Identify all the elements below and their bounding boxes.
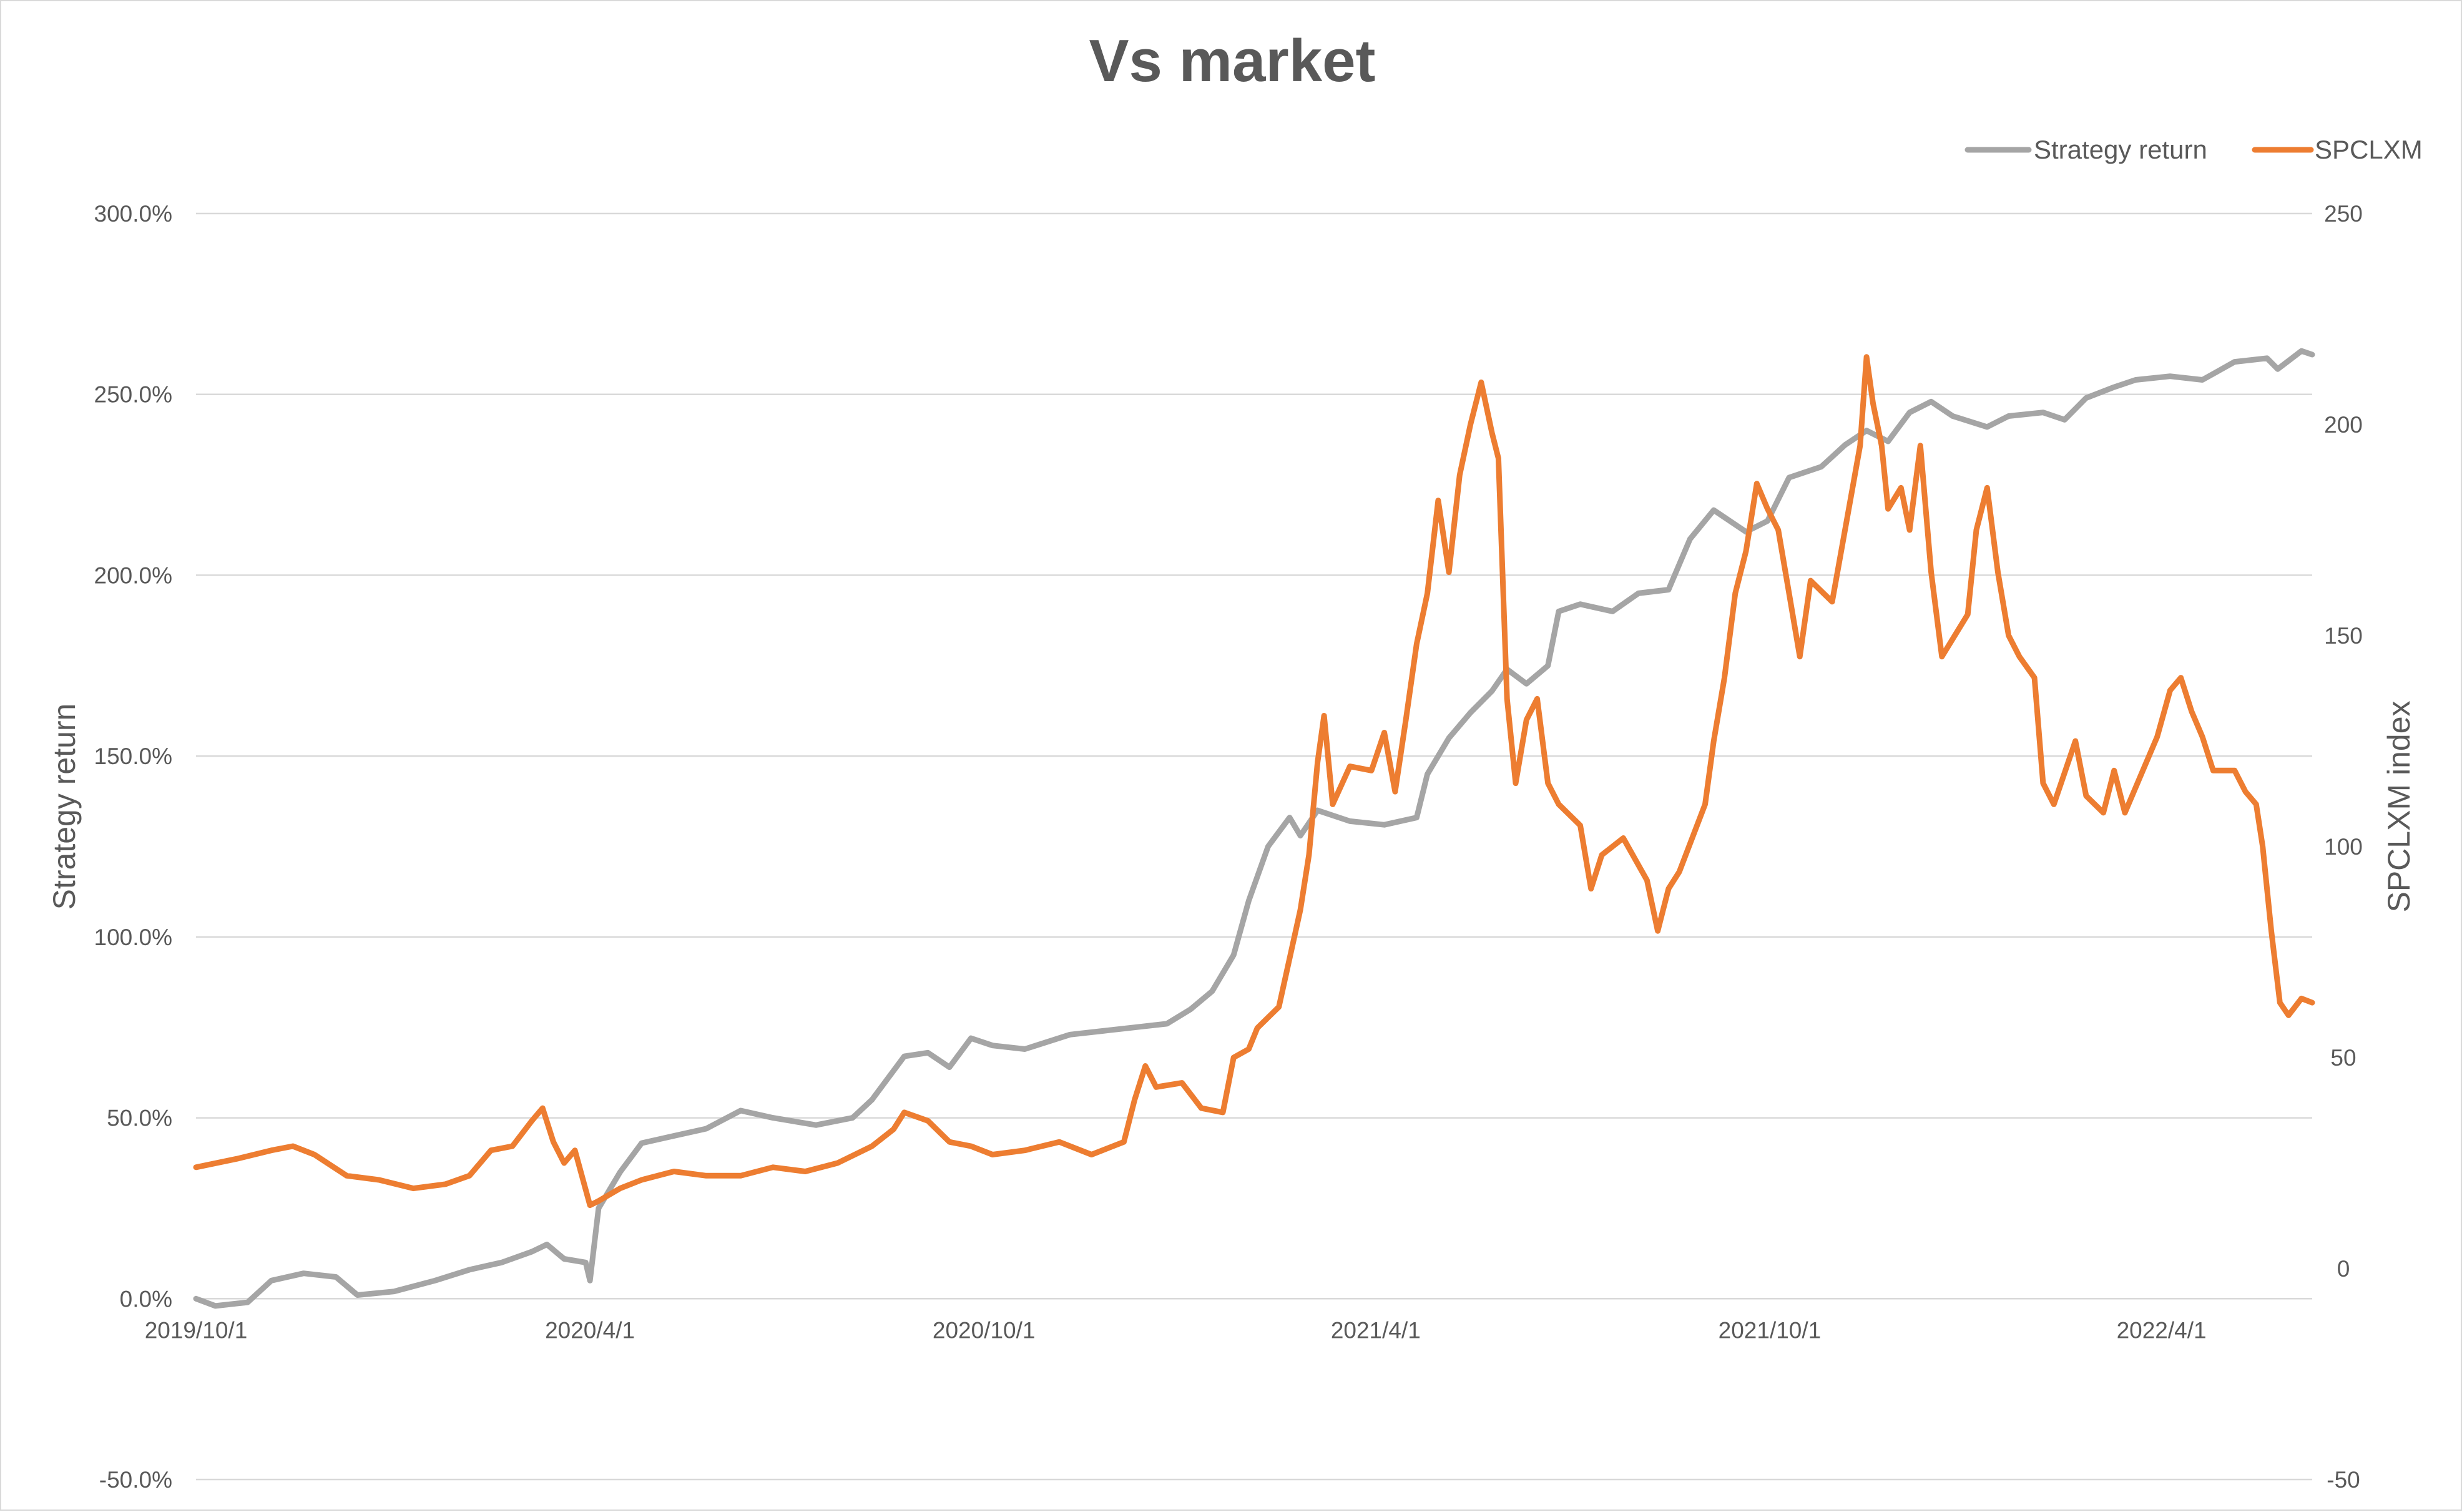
- gridlines: [196, 212, 2312, 1481]
- right-tick-label: 50: [2330, 1045, 2356, 1071]
- left-tick-label: 200.0%: [94, 562, 173, 588]
- left-tick-label: 0.0%: [120, 1286, 172, 1312]
- right-tick-label: 0: [2337, 1256, 2350, 1282]
- right-axis-title: SPCLXM index: [2381, 700, 2416, 912]
- left-tick-label: 100.0%: [94, 925, 173, 950]
- x-tick-label: 2022/4/1: [2117, 1317, 2207, 1343]
- x-tick-label: 2019/10/1: [145, 1317, 248, 1343]
- right-axis-ticks: -50 0 50 100 150 200 250: [2324, 201, 2363, 1493]
- series-line-strategy-return: [193, 348, 2315, 1309]
- legend: Strategy return SPCLXM: [1964, 135, 2423, 164]
- legend-label-spclxm: SPCLXM: [2315, 135, 2423, 164]
- right-tick-label: -50: [2327, 1467, 2360, 1493]
- series-layer: [193, 348, 2315, 1309]
- x-tick-label: 2020/10/1: [933, 1317, 1036, 1343]
- left-tick-label: 150.0%: [94, 744, 173, 769]
- left-tick-label: -50.0%: [99, 1467, 172, 1493]
- left-tick-label: 250.0%: [94, 382, 173, 408]
- right-tick-label: 250: [2324, 201, 2363, 227]
- left-axis-ticks: -50.0% 0.0% 50.0% 100.0% 150.0% 200.0% 250.0% 3…: [94, 201, 173, 1493]
- right-tick-label: 100: [2324, 834, 2363, 860]
- series-line-spclxm: [193, 354, 2315, 1209]
- x-tick-label: 2020/4/1: [545, 1317, 635, 1343]
- legend-label-strategy-return: Strategy return: [2034, 135, 2207, 164]
- left-tick-label: 300.0%: [94, 201, 173, 227]
- x-tick-label: 2021/10/1: [1719, 1317, 1822, 1343]
- chart-title: Vs market: [1089, 27, 1376, 94]
- x-axis-ticks: 2019/10/1 2020/4/1 2020/10/1 2021/4/1 2021/1…: [145, 1317, 2207, 1343]
- right-tick-label: 200: [2324, 412, 2363, 438]
- right-tick-label: 150: [2324, 623, 2363, 649]
- left-tick-label: 50.0%: [107, 1106, 172, 1131]
- x-tick-label: 2021/4/1: [1331, 1317, 1421, 1343]
- left-axis-title: Strategy return: [47, 704, 82, 910]
